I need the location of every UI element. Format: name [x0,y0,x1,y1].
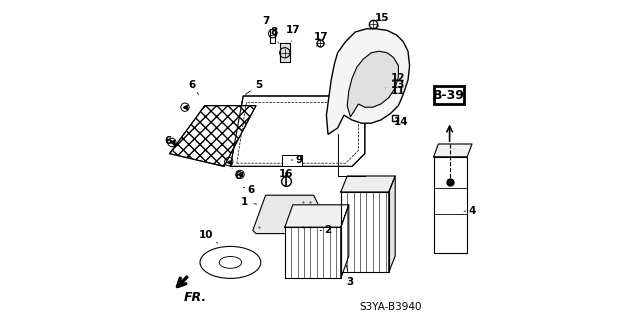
Text: B-39: B-39 [433,89,465,101]
Polygon shape [170,106,256,166]
Polygon shape [280,43,290,62]
Polygon shape [253,195,320,234]
FancyBboxPatch shape [282,155,302,166]
Text: S3YA-B3940: S3YA-B3940 [359,302,422,312]
Text: 13: 13 [385,80,406,90]
Polygon shape [340,192,388,272]
Text: 4: 4 [464,206,476,216]
Text: 10: 10 [199,230,218,243]
Text: 1: 1 [241,196,257,207]
Ellipse shape [200,246,261,278]
Text: 3: 3 [346,265,354,287]
Polygon shape [285,205,349,227]
Polygon shape [434,157,467,253]
Polygon shape [340,205,349,278]
Text: 17: 17 [314,32,329,46]
Polygon shape [340,176,396,192]
Text: 8: 8 [270,27,278,43]
Polygon shape [388,176,396,272]
Polygon shape [326,29,410,134]
Polygon shape [347,51,398,117]
Text: 6: 6 [164,136,172,146]
FancyBboxPatch shape [434,86,464,104]
Text: 17: 17 [285,25,300,42]
Text: 6: 6 [188,80,198,94]
Ellipse shape [219,256,242,268]
Polygon shape [230,96,365,166]
Text: FR.: FR. [184,291,207,304]
Text: 15: 15 [375,12,390,27]
Text: 12: 12 [391,73,406,84]
Polygon shape [285,227,340,278]
Text: 7: 7 [262,16,270,32]
Text: 9: 9 [291,155,303,165]
Text: 6: 6 [243,185,255,196]
Text: 5: 5 [246,80,263,94]
Text: 14: 14 [394,116,409,127]
Text: 11: 11 [391,86,406,96]
Text: 2: 2 [320,225,332,236]
Text: 16: 16 [279,169,294,182]
Text: 6: 6 [232,168,242,181]
Polygon shape [434,144,472,157]
